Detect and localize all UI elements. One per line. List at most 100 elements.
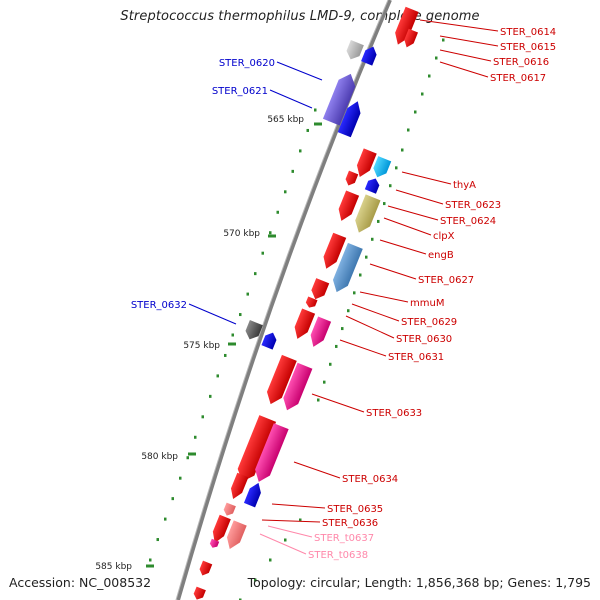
gene-label-thya-leader <box>401 171 452 185</box>
gene-label-ster-0630-leader <box>345 315 395 339</box>
gene-label-ster-0615: STER_0615 <box>500 42 556 53</box>
gene-ster-0623b <box>364 178 380 194</box>
scale-tick <box>314 122 322 126</box>
track-dot <box>156 538 159 542</box>
backbone <box>176 0 392 600</box>
gene-label-clpx: clpX <box>433 231 455 242</box>
track-dot <box>246 292 249 296</box>
gene-label-ster-0623: STER_0623 <box>445 200 501 211</box>
gene-label-ster-0627-leader <box>369 263 417 280</box>
gene-label-thya: thyA <box>453 180 476 191</box>
gene-label-ster-0632-leader <box>188 303 237 325</box>
gene-clpx <box>355 194 381 233</box>
gene-label-ster-t0638-leader <box>259 533 307 555</box>
accession-label: Accession: NC_008532 <box>9 575 152 590</box>
gene-label-ster-0614-leader <box>419 19 499 32</box>
gene-label-ster-0636: STER_0636 <box>322 518 378 529</box>
gene-label-ster-0634: STER_0634 <box>342 474 398 485</box>
track-dot <box>314 108 317 112</box>
track-dot <box>299 518 302 522</box>
gene-label-ster-0620: STER_0620 <box>219 58 275 69</box>
track-dot <box>186 456 189 460</box>
track-dot <box>284 538 287 542</box>
gene-ster-0634 <box>237 415 277 482</box>
gene-label-mmum-leader <box>359 291 409 303</box>
gene-ster-0627 <box>332 242 363 293</box>
track-dot <box>261 251 264 255</box>
track-dot <box>291 169 294 173</box>
gene-ster-0635b <box>243 482 261 508</box>
track-dot <box>353 291 356 295</box>
gene-small-b <box>199 560 213 576</box>
gene-thya <box>356 148 377 177</box>
gene-ster-t0637 <box>223 502 236 516</box>
track-dot <box>269 558 272 562</box>
gene-label-ster-t0637-leader <box>267 525 313 538</box>
track-dot <box>347 309 350 313</box>
gene-label-engb: engB <box>428 250 454 261</box>
gene-ster-t0638 <box>226 520 247 549</box>
scale-tick <box>146 564 154 568</box>
gene-label-ster-0633: STER_0633 <box>366 408 422 419</box>
track-dot <box>306 128 309 132</box>
gene-label-clpx-leader <box>383 217 432 236</box>
gene-label-ster-0632: STER_0632 <box>131 300 187 311</box>
track-dot <box>377 219 380 223</box>
scale-tick-label: 565 kbp <box>267 115 304 125</box>
track-dot <box>194 435 197 439</box>
track-dot <box>335 344 338 348</box>
track-dot <box>179 476 182 480</box>
gene-ster-0621b <box>337 101 361 138</box>
gene-label-ster-0617-leader <box>439 61 489 78</box>
track-dot <box>317 398 320 402</box>
gene-label-ster-0627: STER_0627 <box>418 275 474 286</box>
gene-label-ster-0616: STER_0616 <box>493 57 549 68</box>
track-dot <box>254 272 257 276</box>
scale-tick <box>188 452 196 456</box>
track-dot <box>149 558 152 562</box>
gene-label-ster-0633-leader <box>311 393 365 413</box>
track-dot <box>164 517 167 521</box>
gene-ster-0629 <box>305 296 318 308</box>
gene-label-ster-0631: STER_0631 <box>388 352 444 363</box>
gene-label-ster-0631-leader <box>339 339 387 357</box>
track-dot <box>254 578 257 582</box>
gene-label-mmum: mmuM <box>410 298 444 309</box>
track-dot <box>201 415 204 419</box>
gene-ster-0632 <box>261 332 277 350</box>
scale-tick <box>228 342 236 346</box>
gene-small-c <box>193 586 206 600</box>
track-dot <box>365 255 368 259</box>
track-dot <box>171 497 174 501</box>
gene-ster-0620 <box>361 46 377 66</box>
gene-label-ster-t0637: STER_t0637 <box>314 533 374 544</box>
track-dot <box>428 74 431 78</box>
gene-label-ster-0623-leader <box>395 189 444 205</box>
gene-label-ster-0635-leader <box>271 503 326 509</box>
track-dot <box>383 202 386 206</box>
gene-ster-0636 <box>212 514 231 543</box>
gene-ster-0621 <box>322 73 356 126</box>
gene-ster-0630 <box>294 308 316 339</box>
gene-ster-0632-companion <box>245 320 263 340</box>
gene-label-ster-0621-leader <box>269 89 313 109</box>
gene-ster-0614 <box>395 6 419 45</box>
track-dot <box>239 598 242 600</box>
gene-label-ster-0616-leader <box>439 49 492 62</box>
track-dot <box>421 92 424 96</box>
gene-label-engb-leader <box>379 239 427 255</box>
gene-ster-0633b <box>283 362 313 411</box>
scale-tick-label: 580 kbp <box>141 452 178 462</box>
gene-ster-0624 <box>338 190 360 221</box>
gene-label-ster-0614: STER_0614 <box>500 27 556 38</box>
gene-label-ster-0615-leader <box>439 35 499 47</box>
scale-tick <box>268 234 276 238</box>
track-dot <box>359 273 362 277</box>
gene-label-ster-0629: STER_0629 <box>401 317 457 328</box>
gene-label-ster-t0638: STER_t0638 <box>308 550 368 561</box>
gene-mmum <box>311 278 330 300</box>
track-dot <box>276 210 279 214</box>
gene-thya-b <box>373 156 392 178</box>
map-title: Streptococcus thermophilus LMD-9, comple… <box>120 9 480 24</box>
